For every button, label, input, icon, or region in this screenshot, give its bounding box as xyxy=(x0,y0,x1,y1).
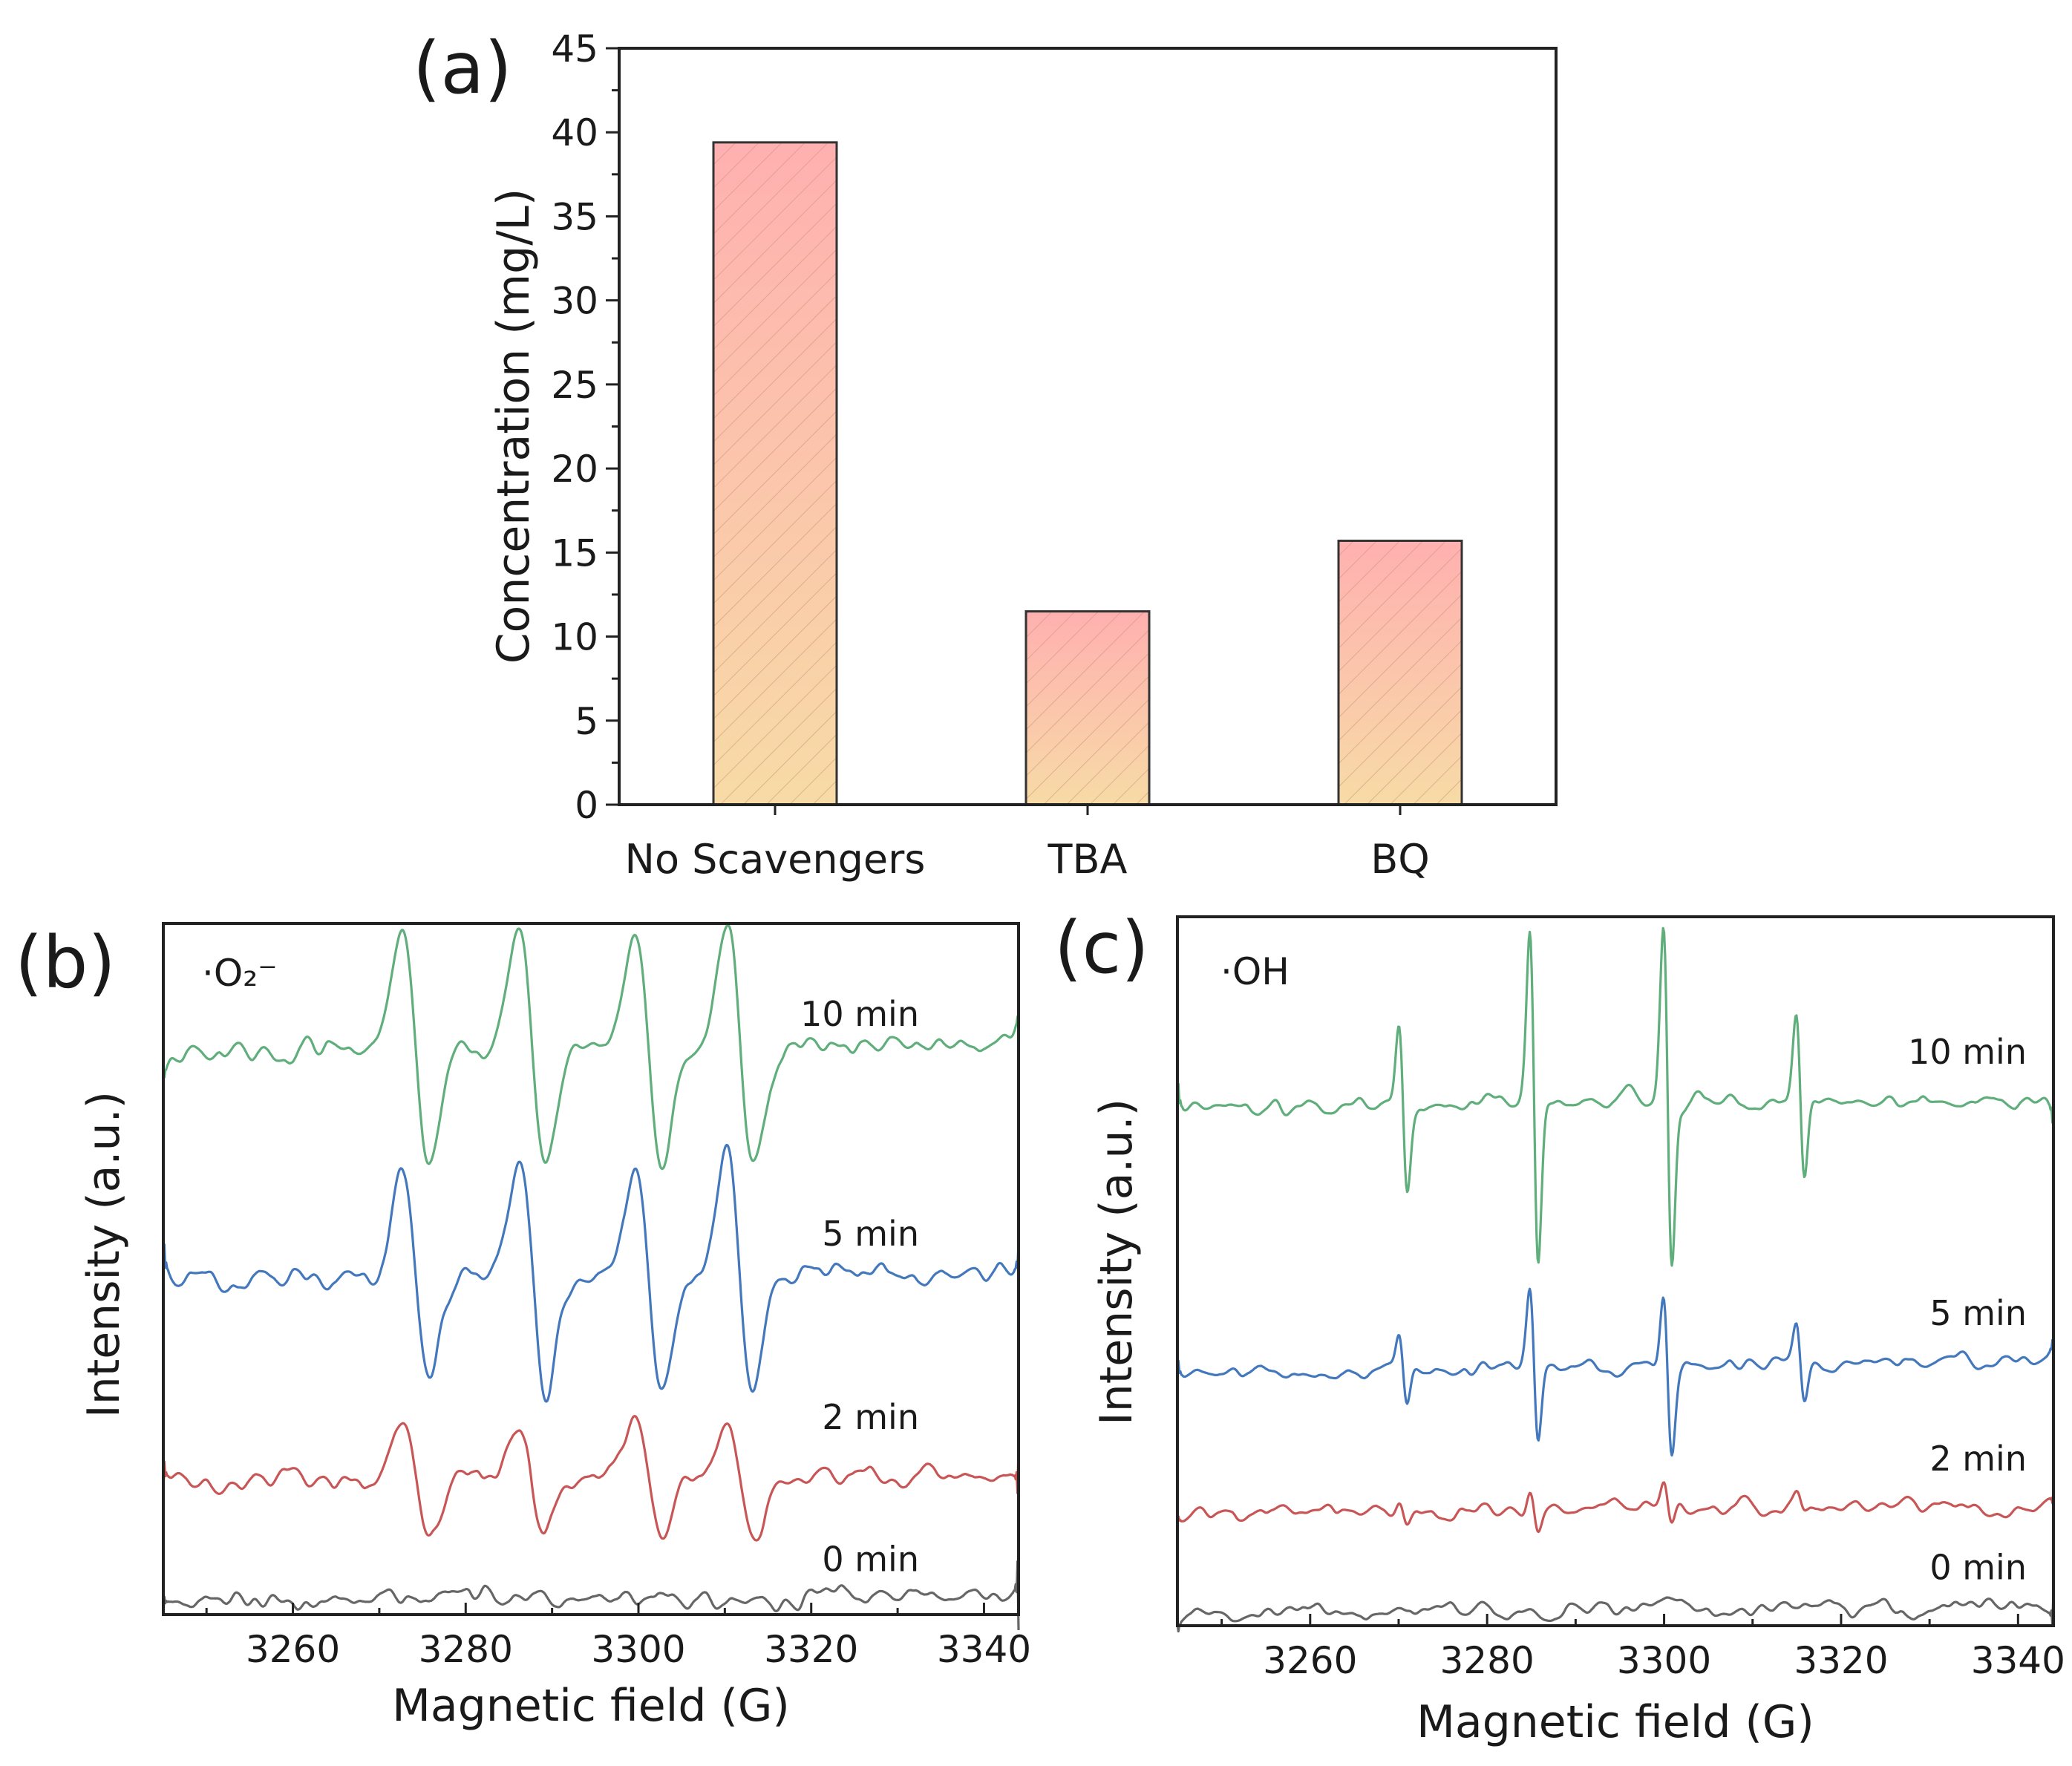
x-tick-label-2: BQ xyxy=(1370,836,1430,883)
panel-c-epr-chart: (c) 10 min 5 min 2 min 0 min 3260 3280 3300 33… xyxy=(1054,906,2065,1748)
y-tick-label-8: 40 xyxy=(551,111,598,154)
bar-1 xyxy=(1024,610,1151,806)
y-tick-label-6: 30 xyxy=(551,280,598,323)
c-trace-1 xyxy=(1176,1287,2055,1457)
panel-c-traces: 10 min 5 min 2 min 0 min xyxy=(1176,926,2055,1633)
panel-b-epr-chart: (b) 10 min 5 min 2 min 0 min 3260 3280 3300 33… xyxy=(15,921,1031,1732)
c-trace-label-0: 10 min xyxy=(1908,1032,2027,1072)
c-x-tick-label-1: 3280 xyxy=(1440,1639,1535,1682)
c-trace-label-1: 5 min xyxy=(1929,1293,2027,1333)
c-x-tick-label-3: 3320 xyxy=(1794,1639,1888,1682)
x-tick-label-1: TBA xyxy=(1048,836,1128,883)
b-trace-label-1: 5 min xyxy=(822,1214,919,1254)
b-trace-1 xyxy=(162,1143,1020,1403)
panel-a-y-axis-title: Concentration (mg/L) xyxy=(488,189,540,664)
panel-a-bars xyxy=(712,141,1463,806)
panel-a-x-axis: No Scavengers TBA BQ xyxy=(625,805,1430,883)
panel-b-letter: (b) xyxy=(15,921,116,1004)
c-x-tick-label-2: 3300 xyxy=(1617,1639,1711,1682)
b-trace-label-0: 10 min xyxy=(800,994,919,1034)
b-x-tick-label-4: 3340 xyxy=(937,1628,1031,1671)
y-tick-label-1: 5 xyxy=(575,700,598,743)
c-x-tick-label-4: 3340 xyxy=(1971,1639,2065,1682)
x-tick-label-0: No Scavengers xyxy=(625,836,926,883)
panel-b-traces: 10 min 5 min 2 min 0 min xyxy=(162,923,1020,1631)
panel-b-y-axis-title: Intensity (a.u.) xyxy=(78,1091,130,1418)
panel-a-letter: (a) xyxy=(413,27,512,110)
y-tick-label-4: 20 xyxy=(551,448,598,491)
c-trace-3 xyxy=(1176,1588,2055,1633)
y-tick-label-9: 45 xyxy=(551,27,598,71)
panel-a-y-axis: 0 5 10 15 20 25 30 35 40 45 xyxy=(551,27,619,827)
b-x-tick-label-1: 3280 xyxy=(419,1628,513,1671)
c-trace-2 xyxy=(1176,1481,2055,1534)
c-trace-label-3: 0 min xyxy=(1929,1548,2027,1588)
b-x-tick-label-0: 3260 xyxy=(246,1628,340,1671)
panel-b-x-axis-title: Magnetic field (G) xyxy=(392,1680,790,1732)
panel-b-x-axis: 3260 3280 3300 3320 3340 xyxy=(205,1603,1031,1671)
b-x-tick-label-3: 3320 xyxy=(764,1628,858,1671)
bar-0 xyxy=(712,141,838,806)
b-trace-label-3: 0 min xyxy=(822,1540,919,1580)
panel-a-bar-chart: (a) 0 5 10 15 20 25 30 35 40 45 No Scavengers TBA B… xyxy=(413,27,1558,883)
y-tick-label-2: 10 xyxy=(551,616,598,659)
y-tick-label-0: 0 xyxy=(575,784,598,827)
c-trace-label-2: 2 min xyxy=(1929,1439,2027,1479)
panel-c-x-axis-title: Magnetic field (G) xyxy=(1416,1696,1814,1748)
panel-c-letter: (c) xyxy=(1054,906,1149,990)
panel-c-y-axis-title: Intensity (a.u.) xyxy=(1091,1099,1143,1425)
y-tick-label-5: 25 xyxy=(551,364,598,407)
y-tick-label-7: 35 xyxy=(551,195,598,238)
panel-b-species-label: ·O₂⁻ xyxy=(202,952,278,995)
panel-b-frame xyxy=(162,922,1020,1616)
b-trace-2 xyxy=(162,1415,1020,1542)
b-trace-label-2: 2 min xyxy=(822,1397,919,1437)
c-x-tick-label-0: 3260 xyxy=(1263,1639,1357,1682)
c-trace-0 xyxy=(1176,926,2055,1267)
b-trace-3 xyxy=(162,1560,1020,1631)
panel-c-frame xyxy=(1176,915,2055,1627)
b-trace-0 xyxy=(162,923,1020,1171)
b-x-tick-label-2: 3300 xyxy=(591,1628,685,1671)
panel-c-species-label: ·OH xyxy=(1220,950,1290,993)
panel-c-x-axis: 3260 3280 3300 3320 3340 xyxy=(1220,1614,2065,1682)
y-tick-label-3: 15 xyxy=(551,532,598,575)
bar-2 xyxy=(1337,539,1463,806)
